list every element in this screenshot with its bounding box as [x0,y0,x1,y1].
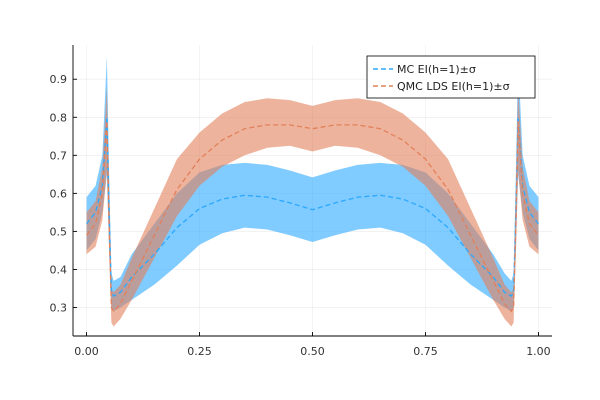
legend-box [366,55,536,99]
series-1-band [86,86,539,327]
x-tick-label: 0.00 [74,345,99,358]
series-0-mean-line [86,117,539,297]
x-tick-label: 0.25 [187,345,212,358]
confidence-bands [86,56,539,327]
axes [72,45,552,337]
x-tick-label: 0.50 [300,345,325,358]
y-tick-label: 0.8 [50,111,68,124]
y-tick-label: 0.3 [50,301,68,314]
x-tick-label: 1.00 [526,345,551,358]
y-tick-label: 0.9 [50,73,68,86]
series-0-band [86,56,539,312]
y-tick-label: 0.6 [50,187,68,200]
legend-label: MC EI(h=1)±σ [397,63,476,76]
legend-label: QMC LDS EI(h=1)±σ [397,80,510,93]
y-tick-label: 0.5 [50,225,68,238]
series-1-mean-line [86,121,539,313]
tick-labels: 0.00 0.25 0.50 0.75 1.00 0.3 0.4 0.5 0.6 0.7 0.8 0.… [50,73,551,358]
mean-lines [86,117,539,313]
x-tick-label: 0.75 [413,345,438,358]
y-tick-label: 0.4 [50,263,68,276]
y-tick-label: 0.7 [50,149,68,162]
legend: MC EI(h=1)±σ QMC LDS EI(h=1)±σ [366,55,536,99]
